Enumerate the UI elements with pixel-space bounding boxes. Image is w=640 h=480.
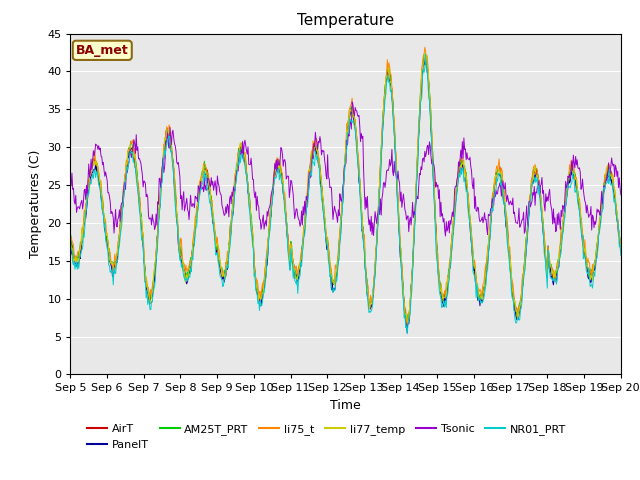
li75_t <box>67 234 74 240</box>
NR01_PRT <box>133 182 141 188</box>
Tsonic <box>133 147 141 153</box>
Tsonic <box>77 202 84 208</box>
li75_t <box>77 242 84 248</box>
Line: li75_t: li75_t <box>70 48 621 324</box>
Line: NR01_PRT: NR01_PRT <box>70 54 621 334</box>
li75_t <box>421 45 429 50</box>
PanelT <box>218 276 226 282</box>
NR01_PRT <box>422 51 429 57</box>
Tsonic <box>67 180 74 185</box>
NR01_PRT <box>617 252 625 258</box>
li77_temp <box>421 50 429 56</box>
li77_temp <box>413 159 421 165</box>
Y-axis label: Temperatures (C): Temperatures (C) <box>29 150 42 258</box>
AirT <box>421 53 429 59</box>
li75_t <box>617 243 625 249</box>
li75_t <box>413 157 421 163</box>
Legend: AirT, PanelT, AM25T_PRT, li75_t, li77_temp, Tsonic, NR01_PRT: AirT, PanelT, AM25T_PRT, li75_t, li77_te… <box>87 424 566 450</box>
li75_t <box>189 239 196 245</box>
Title: Temperature: Temperature <box>297 13 394 28</box>
Tsonic <box>442 233 449 239</box>
X-axis label: Time: Time <box>330 399 361 412</box>
Tsonic <box>218 203 226 208</box>
AM25T_PRT <box>421 51 429 57</box>
PanelT <box>67 236 74 242</box>
Tsonic <box>413 193 421 199</box>
NR01_PRT <box>77 253 84 259</box>
li77_temp <box>67 240 74 246</box>
li75_t <box>218 274 226 280</box>
PanelT <box>403 330 411 336</box>
Tsonic <box>429 161 437 167</box>
li75_t <box>133 175 141 180</box>
Tsonic <box>348 99 356 105</box>
li77_temp <box>404 320 412 325</box>
PanelT <box>413 165 421 171</box>
li77_temp <box>77 246 84 252</box>
li75_t <box>403 322 411 327</box>
Tsonic <box>189 201 196 206</box>
li77_temp <box>133 175 141 181</box>
Line: AM25T_PRT: AM25T_PRT <box>70 54 621 321</box>
AirT <box>77 251 84 257</box>
li77_temp <box>189 242 196 248</box>
AM25T_PRT <box>413 160 421 166</box>
AirT <box>133 173 141 179</box>
AM25T_PRT <box>218 265 226 271</box>
AirT <box>430 185 438 191</box>
AM25T_PRT <box>133 168 141 174</box>
PanelT <box>617 248 625 254</box>
AirT <box>617 247 625 252</box>
Line: li77_temp: li77_temp <box>70 53 621 323</box>
li77_temp <box>617 247 625 253</box>
AirT <box>402 318 410 324</box>
PanelT <box>420 57 428 62</box>
NR01_PRT <box>218 277 226 283</box>
Tsonic <box>617 192 625 198</box>
AM25T_PRT <box>77 239 84 245</box>
AM25T_PRT <box>430 184 438 190</box>
li75_t <box>430 177 438 182</box>
AM25T_PRT <box>67 230 74 236</box>
AirT <box>189 247 196 252</box>
PanelT <box>430 187 438 192</box>
AM25T_PRT <box>189 243 196 249</box>
AM25T_PRT <box>617 244 625 250</box>
PanelT <box>189 240 196 246</box>
AirT <box>413 160 421 166</box>
Line: Tsonic: Tsonic <box>70 102 621 236</box>
NR01_PRT <box>413 168 421 174</box>
NR01_PRT <box>67 241 74 247</box>
li77_temp <box>430 185 438 191</box>
NR01_PRT <box>430 197 438 203</box>
PanelT <box>133 179 141 184</box>
PanelT <box>77 255 84 261</box>
Line: AirT: AirT <box>70 56 621 321</box>
AM25T_PRT <box>403 318 410 324</box>
Line: PanelT: PanelT <box>70 60 621 333</box>
AirT <box>218 271 226 277</box>
Text: BA_met: BA_met <box>76 44 129 57</box>
NR01_PRT <box>189 257 196 263</box>
li77_temp <box>218 270 226 276</box>
NR01_PRT <box>403 331 411 336</box>
AirT <box>67 232 74 238</box>
